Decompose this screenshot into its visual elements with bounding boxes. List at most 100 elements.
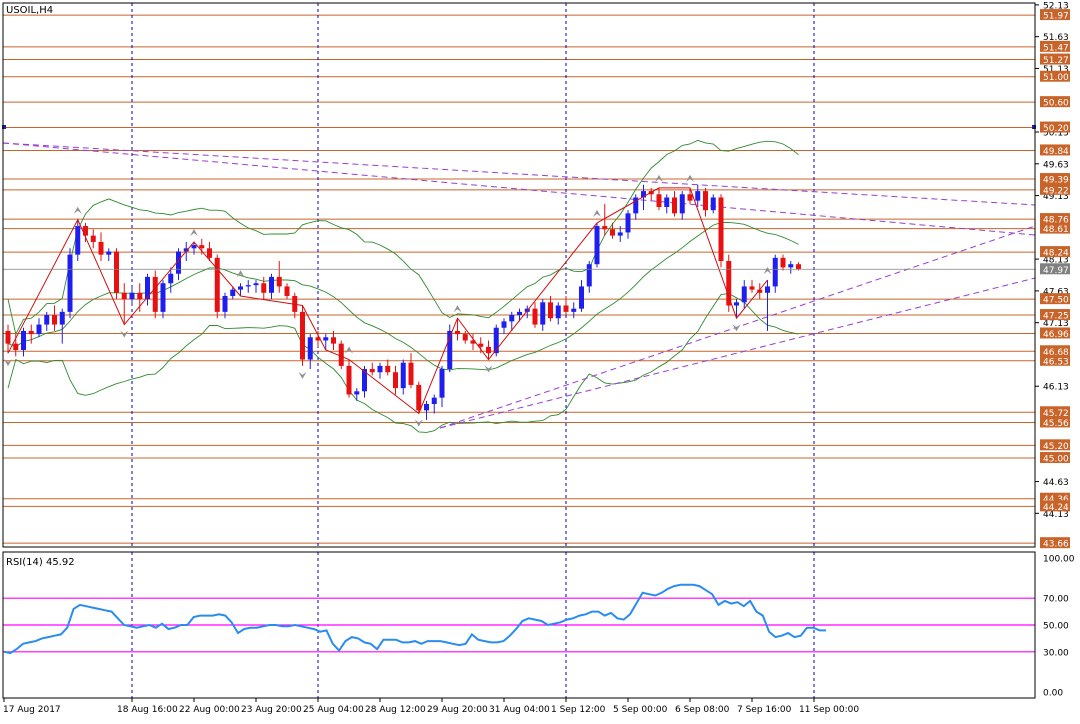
candle-body xyxy=(509,315,515,322)
time-axis-label: 1 Sep 12:00 xyxy=(551,705,606,715)
level-price-box xyxy=(1040,96,1070,108)
level-price-box xyxy=(1040,452,1070,464)
candle-body xyxy=(439,369,445,398)
price-axis-label: 44.63 xyxy=(1043,478,1069,488)
level-price-box xyxy=(1040,492,1070,504)
candle-body xyxy=(230,289,236,296)
candle-body xyxy=(540,302,546,325)
candle-body xyxy=(276,276,282,287)
fractal-up-arrow xyxy=(593,209,601,217)
current-price-label: 47.97 xyxy=(1043,266,1069,276)
level-price-label: 47.50 xyxy=(1043,296,1069,306)
candle-body xyxy=(90,235,96,242)
level-price-label: 48.76 xyxy=(1043,216,1069,226)
candle-body xyxy=(307,337,313,360)
level-price-label: 49.84 xyxy=(1043,147,1069,157)
time-axis-label: 28 Aug 12:00 xyxy=(365,705,426,715)
level-price-label: 46.96 xyxy=(1043,330,1069,340)
level-price-box xyxy=(1040,416,1070,428)
candle-body xyxy=(354,391,360,395)
price-axis-label: 52.13 xyxy=(1043,1,1069,11)
candle-body xyxy=(455,330,460,335)
candle-body xyxy=(207,248,212,258)
candle-body xyxy=(59,311,65,325)
level-price-label: 45.72 xyxy=(1043,409,1069,419)
candle-body xyxy=(214,257,220,312)
band-upper-line xyxy=(7,139,799,336)
main-pane-frame xyxy=(2,2,1036,548)
candle-body xyxy=(284,286,290,296)
level-price-label: 50.60 xyxy=(1043,99,1069,109)
candle-body xyxy=(633,197,639,214)
candle-body xyxy=(602,226,608,230)
candle-body xyxy=(393,372,398,389)
time-axis-label: 23 Aug 20:00 xyxy=(241,705,302,715)
level-price-box xyxy=(1040,222,1070,234)
time-axis-label: 17 Aug 2017 xyxy=(3,705,61,715)
level-price-box xyxy=(1040,406,1070,418)
level-price-box xyxy=(1040,70,1070,82)
fractal-down-arrow xyxy=(732,324,741,332)
candle-body xyxy=(664,197,670,207)
candle-body xyxy=(408,362,414,385)
candle-body xyxy=(385,365,391,373)
rsi-axis-label: 100.00 xyxy=(1043,555,1075,565)
candle-body xyxy=(21,330,26,350)
candle-body xyxy=(780,257,786,268)
trendline xyxy=(2,142,1036,206)
level-price-box xyxy=(1040,40,1070,52)
fractal-up-arrow xyxy=(453,305,462,313)
level-price-box xyxy=(1040,293,1070,305)
level-price-label: 51.00 xyxy=(1043,73,1069,83)
candle-body xyxy=(400,362,406,389)
candle-body xyxy=(586,264,592,287)
candle-body xyxy=(36,324,42,335)
level-price-box xyxy=(1040,183,1070,195)
candle-body xyxy=(563,305,569,312)
candle-body xyxy=(114,251,119,293)
rsi-axis-label: 30.00 xyxy=(1043,648,1069,658)
rsi-axis-label: 50.00 xyxy=(1043,622,1069,632)
level-price-label: 44.36 xyxy=(1043,495,1069,505)
level-price-label: 45.00 xyxy=(1043,455,1069,465)
candle-body xyxy=(416,384,422,411)
fractal-up-arrow xyxy=(190,228,198,236)
candle-body xyxy=(741,286,747,303)
candle-body xyxy=(493,327,499,354)
candle-body xyxy=(168,273,174,284)
fractal-down-arrow xyxy=(4,359,12,367)
candle-body xyxy=(470,340,476,344)
candle-body xyxy=(13,343,19,350)
price-axis-label: 51.13 xyxy=(1043,65,1069,75)
level-price-label: 48.61 xyxy=(1043,225,1069,235)
candle-body xyxy=(362,369,367,392)
level-price-box xyxy=(1040,354,1070,366)
rsi-axis-label: 0.00 xyxy=(1043,689,1063,699)
price-axis-label: 51.63 xyxy=(1043,33,1069,43)
level-price-box xyxy=(1040,439,1070,451)
time-axis-label: 29 Aug 20:00 xyxy=(427,705,488,715)
candle-body xyxy=(625,213,631,233)
fractal-up-arrow xyxy=(345,346,353,354)
candle-body xyxy=(555,305,561,319)
candle-body xyxy=(431,397,437,405)
trendline-anchor-marker xyxy=(1032,125,1036,129)
candle-body xyxy=(679,194,685,214)
level-price-box xyxy=(1040,121,1070,133)
candle-body xyxy=(757,289,763,293)
candle-body xyxy=(300,311,305,360)
candle-body xyxy=(5,330,11,344)
candle-body xyxy=(346,365,352,395)
price-axis-label: 44.13 xyxy=(1043,510,1069,520)
candle-body xyxy=(83,226,88,236)
rsi-pane-frame xyxy=(2,551,1036,699)
trendline xyxy=(439,277,1036,429)
candle-body xyxy=(137,292,143,300)
rsi-title: RSI(14) 45.92 xyxy=(6,557,75,568)
time-axis-label: 18 Aug 16:00 xyxy=(117,705,178,715)
price-axis-label: 50.13 xyxy=(1043,129,1069,139)
level-price-box xyxy=(1040,345,1070,357)
candle-body xyxy=(734,302,739,306)
trendline-anchor-marker xyxy=(2,125,6,129)
